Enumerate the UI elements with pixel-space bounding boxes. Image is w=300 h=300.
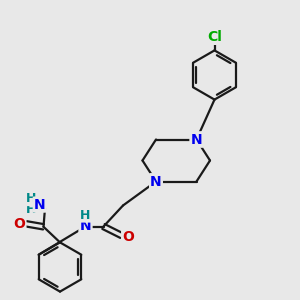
Text: N: N — [150, 175, 162, 188]
Text: H: H — [26, 192, 37, 205]
Text: N: N — [80, 220, 91, 233]
Text: H: H — [80, 208, 91, 222]
Text: O: O — [122, 230, 134, 244]
Text: N: N — [150, 175, 162, 188]
Text: N: N — [80, 220, 91, 233]
Text: O: O — [14, 217, 26, 231]
Text: N: N — [191, 133, 202, 146]
Text: N: N — [34, 198, 45, 212]
Text: H: H — [80, 208, 91, 222]
Text: N: N — [150, 175, 162, 188]
Text: N: N — [191, 133, 202, 146]
Text: Cl: Cl — [207, 30, 222, 44]
Text: H: H — [26, 203, 37, 216]
